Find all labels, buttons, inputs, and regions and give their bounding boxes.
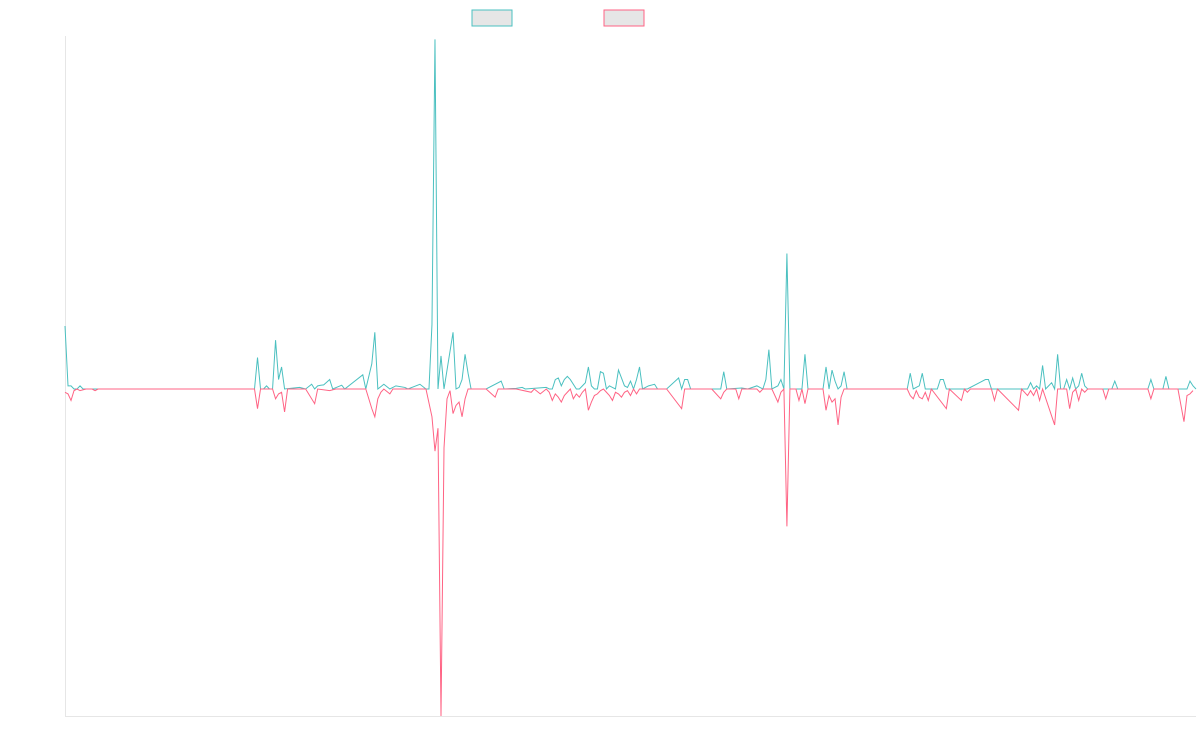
legend (471, 9, 645, 27)
legend-swatch-series-2[interactable] (603, 9, 645, 27)
legend-swatch-series-1[interactable] (471, 9, 513, 27)
series-line-2 (64, 387, 1194, 717)
series-line-1 (64, 39, 1197, 391)
series-layer (64, 39, 1197, 717)
